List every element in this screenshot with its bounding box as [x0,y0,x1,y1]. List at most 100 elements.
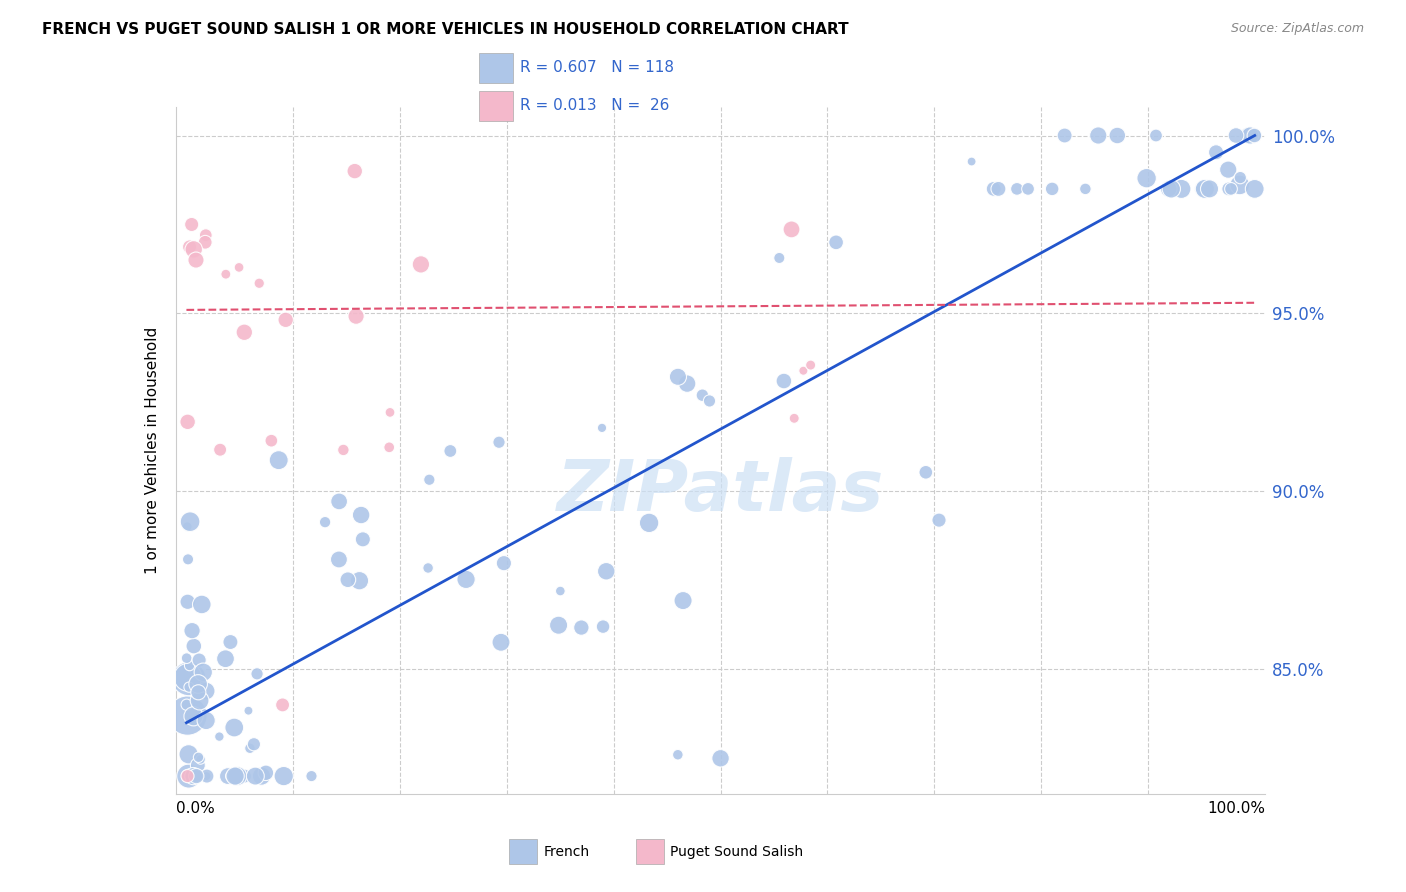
Text: ZIPatlas: ZIPatlas [557,458,884,526]
Point [983,182,1005,196]
Point [1136,171,1159,186]
Point [710,751,733,765]
Text: R = 0.607   N = 118: R = 0.607 N = 118 [520,60,675,75]
Point [699,394,721,409]
Point [492,556,515,570]
Text: Puget Sound Salish: Puget Sound Salish [671,845,803,859]
Point [233,769,256,783]
Point [1220,182,1243,196]
Point [1218,182,1240,196]
Point [215,267,238,281]
Point [768,251,790,265]
Point [349,574,371,588]
Point [773,374,796,388]
Point [177,747,200,762]
Point [274,313,297,327]
Point [792,364,814,378]
Point [488,435,510,450]
Text: R = 0.013   N =  26: R = 0.013 N = 26 [520,98,669,113]
Point [260,434,283,448]
Point [550,584,572,599]
Point [301,769,323,783]
Point [179,240,201,254]
Point [547,618,569,632]
Point [219,635,242,649]
Point [193,665,215,680]
Point [187,677,209,691]
Point [1017,182,1039,196]
Point [344,310,367,324]
Point [592,619,614,633]
Point [194,235,217,250]
Text: 100.0%: 100.0% [1208,801,1265,816]
Point [250,769,273,783]
Point [217,769,239,783]
Point [208,730,231,744]
Point [194,228,217,243]
Text: FRENCH VS PUGET SOUND SALISH 1 OR MORE VEHICLES IN HOUSEHOLD CORRELATION CHART: FRENCH VS PUGET SOUND SALISH 1 OR MORE V… [42,22,849,37]
Y-axis label: 1 or more Vehicles in Household: 1 or more Vehicles in Household [145,326,160,574]
Point [1243,128,1265,143]
Point [186,769,208,783]
Point [187,750,209,764]
Point [183,639,205,653]
Point [328,552,350,566]
Bar [509,839,537,864]
Bar [636,839,664,864]
Point [239,741,262,756]
Point [783,411,806,425]
Point [177,767,200,781]
Point [195,714,218,728]
Point [176,595,198,609]
Point [676,376,699,391]
Point [176,698,198,712]
Point [780,222,803,236]
Point [1194,182,1216,196]
Point [800,358,823,372]
Point [987,182,1010,196]
Point [214,651,236,665]
Point [195,684,218,698]
Point [1239,128,1261,143]
Point [254,765,277,780]
Point [1074,182,1097,196]
Point [378,440,401,454]
Point [332,442,354,457]
Point [352,533,374,547]
Point [177,552,200,566]
Point [692,388,714,402]
Point [179,658,201,673]
Point [183,709,205,723]
Point [1229,170,1251,185]
Point [418,473,440,487]
Point [233,325,256,339]
Point [1229,178,1251,192]
Point [224,769,246,783]
Point [343,164,366,178]
Point [195,769,218,783]
Point [184,253,207,268]
Point [1170,182,1192,196]
Point [209,442,232,457]
Point [195,769,218,783]
Point [1191,182,1213,196]
Text: Source: ZipAtlas.com: Source: ZipAtlas.com [1230,22,1364,36]
Text: French: French [543,845,589,859]
Point [591,421,613,435]
Point [246,666,269,681]
Point [176,415,198,429]
Point [188,653,211,667]
Point [226,769,249,783]
Point [454,573,477,587]
Point [439,444,461,458]
Point [243,737,266,751]
Point [238,704,260,718]
Point [221,769,243,783]
Point [960,154,983,169]
Point [672,593,695,607]
Text: 0.0%: 0.0% [176,801,215,816]
Point [1144,128,1167,143]
Point [1237,128,1260,143]
Point [928,513,950,527]
Point [1005,182,1028,196]
